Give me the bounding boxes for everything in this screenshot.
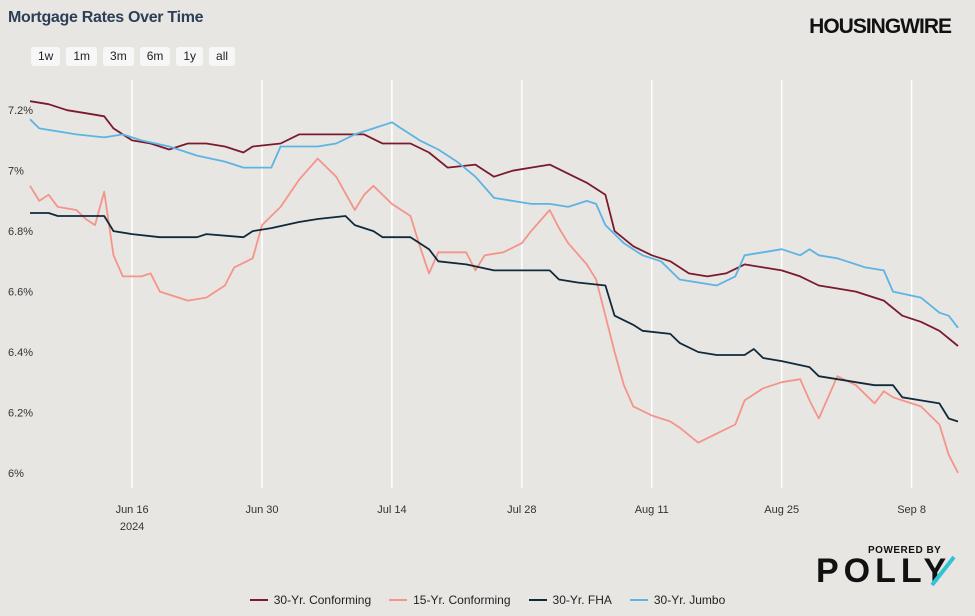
legend-swatch [629, 599, 648, 601]
range-button-3m[interactable]: 3m [103, 47, 134, 66]
range-selector: 1w 1m 3m 6m 1y all [31, 47, 236, 66]
x-tick-label: Aug 25 [764, 504, 799, 516]
x-tick-label: Jun 16 [116, 504, 149, 516]
series-line [29, 157, 959, 474]
x-tick-sublabel: 2024 [120, 521, 144, 533]
powered-by-label: POWERED BY [868, 545, 942, 556]
series-line [29, 118, 959, 329]
range-button-6m[interactable]: 6m [139, 47, 171, 66]
legend-swatch [528, 599, 547, 601]
series-line [30, 212, 959, 423]
x-tick-label: Aug 11 [635, 504, 669, 516]
y-tick-label: 7% [8, 166, 24, 178]
legend-label: 30-Yr. Conforming [273, 593, 372, 607]
range-button-1w[interactable]: 1w [31, 47, 61, 66]
y-tick-label: 6.4% [8, 347, 33, 359]
housingwire-logo: HOUSINGWIRE [809, 15, 952, 38]
legend-swatch [249, 599, 268, 601]
chart-title: Mortgage Rates Over Time [8, 9, 204, 26]
polly-logo: POLLY [816, 552, 952, 590]
legend-label: 30-Yr. FHA [552, 593, 612, 607]
range-button-1y[interactable]: 1y [176, 47, 204, 66]
range-button-all[interactable]: all [209, 47, 236, 66]
legend-label: 30-Yr. Jumbo [653, 593, 726, 607]
y-tick-label: 6% [8, 468, 24, 480]
y-tick-label: 7.2% [8, 105, 33, 117]
y-tick-label: 6.6% [8, 287, 33, 299]
y-tick-label: 6.8% [8, 226, 33, 238]
legend-item-30yr-conforming[interactable]: 30-Yr. Conforming [249, 593, 372, 607]
x-tick-label: Jul 28 [507, 504, 536, 516]
legend-item-30yr-fha[interactable]: 30-Yr. FHA [528, 593, 612, 607]
x-tick-label: Jun 30 [245, 504, 278, 516]
legend-swatch [389, 599, 408, 601]
series-line [29, 100, 959, 347]
range-button-1m[interactable]: 1m [66, 47, 98, 66]
y-tick-label: 6.2% [8, 407, 33, 419]
legend-item-30yr-jumbo[interactable]: 30-Yr. Jumbo [629, 593, 726, 607]
legend-label: 15-Yr. Conforming [413, 593, 511, 607]
x-tick-label: Sep 8 [897, 504, 926, 516]
legend: 30-Yr. Conforming 15-Yr. Conforming 30-Y… [0, 593, 975, 607]
x-tick-label: Jul 14 [377, 504, 406, 516]
legend-item-15yr-conforming[interactable]: 15-Yr. Conforming [389, 593, 511, 607]
polly-slash-icon [930, 555, 956, 587]
